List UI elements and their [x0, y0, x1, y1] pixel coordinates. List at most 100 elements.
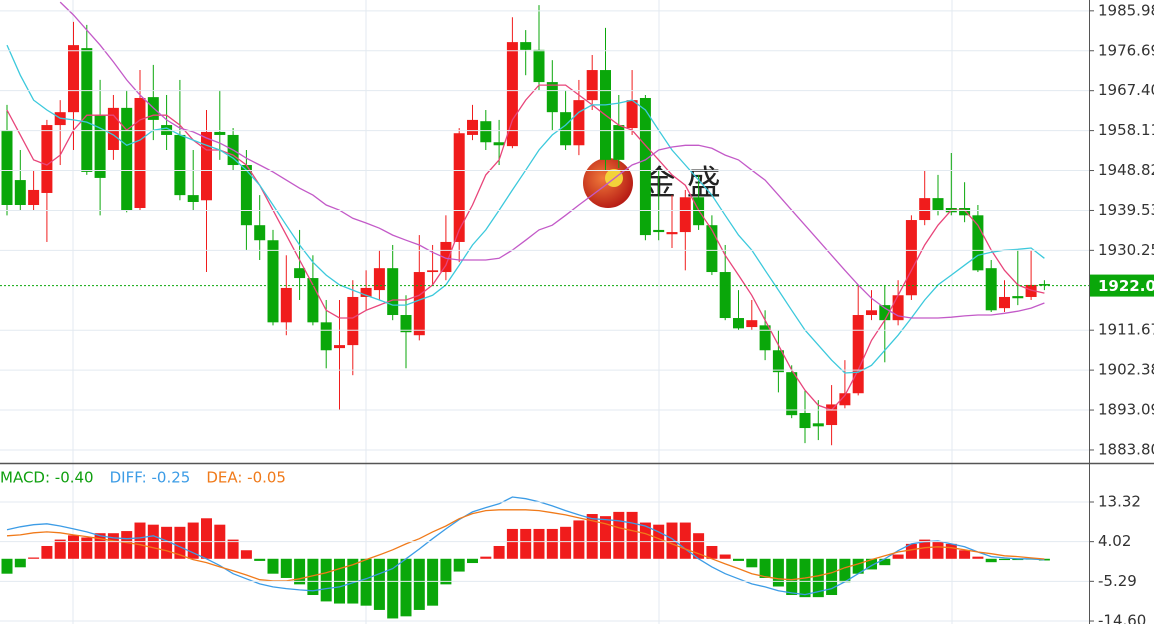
candle-body	[506, 42, 518, 147]
macd-bar	[107, 533, 119, 559]
candle-body	[919, 198, 931, 221]
macd-bar	[294, 558, 306, 585]
candle-body	[879, 305, 891, 321]
candle-body	[467, 119, 478, 135]
indicator-line	[6, 44, 1045, 374]
macd-bar	[826, 558, 838, 596]
candle-body	[334, 345, 345, 349]
candle-body	[174, 134, 186, 196]
macd-bar	[360, 558, 372, 606]
candle-body	[294, 268, 306, 279]
macd-bar	[613, 511, 625, 559]
candle-body	[533, 49, 545, 83]
macd-bar	[905, 543, 917, 559]
macd-bar	[254, 558, 266, 561]
macd-bar	[772, 558, 784, 587]
macd-bar	[400, 558, 412, 617]
candle-body	[320, 322, 332, 351]
macd-bar	[852, 558, 864, 574]
macd-bar	[427, 558, 439, 606]
candle-body	[480, 121, 492, 143]
candle-body	[586, 70, 598, 101]
macd-bar	[719, 554, 731, 559]
y-tick-label: 1985.98	[1098, 1, 1154, 19]
candle-body	[1038, 284, 1050, 286]
macd-bar	[693, 533, 705, 559]
y-tick-label: -14.60	[1098, 612, 1146, 624]
y-tick-label: 1902.38	[1098, 361, 1154, 379]
macd-bar	[453, 558, 465, 572]
candle-body	[772, 350, 784, 373]
y-tick-label: -5.29	[1098, 572, 1137, 590]
macd-bar	[387, 558, 399, 619]
candle-body	[1025, 284, 1037, 297]
macd-bar	[493, 545, 505, 559]
candle-body	[41, 125, 53, 193]
macd-bar	[240, 550, 252, 559]
macd-bar	[626, 511, 638, 559]
y-tick-label: 1948.82	[1098, 161, 1154, 179]
candle-body	[347, 296, 359, 346]
macd-bar	[121, 531, 133, 559]
y-tick-label: 1967.40	[1098, 81, 1154, 99]
candle-body	[280, 287, 292, 323]
y-tick-label: 4.02	[1098, 532, 1131, 550]
candle-body	[14, 180, 26, 205]
macd-bar	[134, 522, 146, 559]
macd-bar	[985, 558, 997, 563]
macd-bar	[892, 554, 904, 559]
last-price-box	[1090, 274, 1154, 297]
candle-body	[121, 107, 133, 211]
candle-body	[653, 229, 665, 233]
candle-body	[267, 240, 279, 323]
candle-body	[201, 131, 212, 201]
macd-bar	[1, 558, 13, 574]
macd-bar	[413, 558, 425, 610]
candle-body	[107, 107, 119, 150]
candle-body	[719, 272, 731, 319]
candle-body	[400, 315, 412, 333]
candle-body	[706, 225, 718, 273]
macd-bar	[267, 558, 279, 574]
candle-body	[387, 268, 399, 316]
candle-body	[733, 318, 744, 329]
candle-body	[254, 225, 266, 241]
macd-bar	[54, 539, 66, 559]
y-tick-label: 1911.67	[1098, 321, 1154, 339]
macd-bar	[201, 518, 212, 559]
macd-bar	[280, 558, 292, 578]
candle-body	[812, 423, 824, 427]
macd-bar	[174, 526, 186, 559]
candle-body	[1012, 296, 1024, 299]
candle-body	[839, 393, 851, 406]
macd-bar	[972, 556, 984, 559]
y-tick-label: 1893.09	[1098, 401, 1154, 419]
macd-bar	[866, 558, 877, 570]
candle-body	[546, 82, 558, 113]
candle-body	[959, 208, 971, 216]
candle-body	[81, 48, 93, 172]
macd-bar	[586, 514, 598, 559]
last-price-label: 1922.05	[1098, 277, 1154, 295]
candle-body	[214, 131, 226, 135]
candle-body	[413, 272, 425, 336]
macd-bar	[560, 526, 572, 559]
candle-body	[905, 220, 917, 296]
candle-body	[560, 112, 572, 146]
macd-bar	[733, 558, 744, 561]
legend-entry: DIFF: -0.25	[110, 469, 191, 487]
candle-body	[626, 100, 638, 129]
y-tick-label: 1976.69	[1098, 41, 1154, 59]
macd-bar	[320, 558, 332, 602]
macd-bar	[41, 545, 53, 559]
macd-bar	[227, 539, 239, 559]
grid-layer	[72, 0, 953, 624]
candle-body	[307, 278, 319, 323]
legend-entry: MACD: -0.40	[0, 469, 94, 487]
candle-body	[666, 232, 678, 235]
legend-entry: DEA: -0.05	[206, 469, 286, 487]
candle-body	[892, 295, 904, 321]
y-tick-label: 1883.80	[1098, 440, 1154, 458]
